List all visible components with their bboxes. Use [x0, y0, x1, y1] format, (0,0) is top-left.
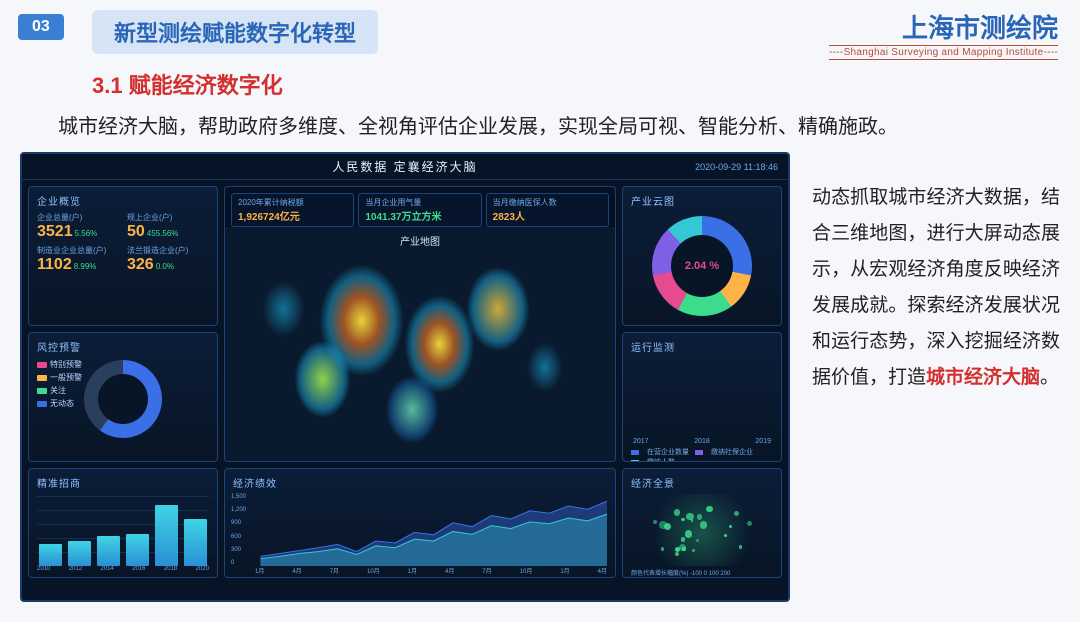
dashboard-grid: 企业概览 企业总量(户) 35215.56% 规上企业(户) 50455.56%… [22, 180, 788, 600]
bubble [724, 534, 727, 537]
bubble [734, 511, 739, 516]
bubble-chart [631, 494, 773, 566]
area-chart: 1,5001,2009006003000 [233, 494, 607, 566]
bubble [664, 523, 672, 531]
bubble [674, 509, 680, 515]
dashboard: 人民数据 定襄经济大脑 2020-09-29 11:18:46 企业概览 企业总… [20, 152, 790, 602]
panel-invest: 精准招商 201020122014201620182020 [28, 468, 218, 578]
slide-number: 03 [18, 14, 64, 40]
section-heading: 3.1 赋能经济数字化 [92, 68, 283, 100]
pano-footer: 颜色代表增长幅度(%) -100 0 100 200 [631, 568, 773, 577]
panel-map: 2020年累计纳税额1,926724亿元 当月企业用气量1041.37万立方米 … [224, 186, 616, 462]
panel-risk: 风控预警 特别预警一般预警关注无动态 1家 [28, 332, 218, 462]
side-tail: 。 [1040, 367, 1059, 388]
bubble [681, 537, 686, 542]
metric-box: 2020年累计纳税额1,926724亿元 [231, 193, 354, 227]
bubble [700, 521, 707, 528]
bar [97, 536, 120, 566]
bubble [747, 521, 752, 526]
metric-box: 当月缴纳医保人数2823人 [486, 193, 609, 227]
content-row: 人民数据 定襄经济大脑 2020-09-29 11:18:46 企业概览 企业总… [20, 152, 1060, 602]
panel-run: 运行监测 201720182019 在营企业数量缴纳社保企业缴纳人数 [622, 332, 782, 462]
dashboard-header: 人民数据 定襄经济大脑 2020-09-29 11:18:46 [22, 154, 788, 180]
overview-item: 规上企业(户) 50455.56% [127, 212, 209, 241]
bubble [692, 549, 695, 552]
bubble [686, 513, 693, 520]
dashboard-title: 人民数据 定襄经济大脑 [332, 158, 477, 175]
bubble [697, 514, 703, 520]
map-title: 产业地图 [400, 233, 440, 248]
combo-chart [37, 494, 209, 566]
bar [39, 544, 62, 566]
side-text: 动态抓取城市经济大数据，结合三维地图，进行大屏动态展示，从宏观经济角度反映经济发… [812, 152, 1060, 602]
donut-chart: 2.04 % [652, 216, 752, 316]
bubble [681, 518, 684, 521]
bubble [685, 530, 692, 537]
metric-box: 当月企业用气量1041.37万立方米 [358, 193, 481, 227]
side-highlight: 城市经济大脑 [926, 367, 1040, 388]
bubble [739, 545, 742, 548]
panel-perf: 经济绩效 1,5001,2009006003000 1月4月7月10月1月4月7… [224, 468, 616, 578]
panel-title: 经济绩效 [233, 475, 607, 490]
bar [68, 541, 91, 566]
panel-pano: 经济全景 颜色代表增长幅度(%) -100 0 100 200 [622, 468, 782, 578]
dashboard-timestamp: 2020-09-29 11:18:46 [695, 162, 778, 172]
side-body: 动态抓取城市经济大数据，结合三维地图，进行大屏动态展示，从宏观经济角度反映经济发… [812, 187, 1060, 388]
panel-title: 经济全景 [631, 475, 773, 490]
org-block: 上海市测绘院 ----Shanghai Surveying and Mappin… [829, 8, 1058, 60]
panel-title: 运行监测 [631, 339, 773, 354]
bubble [661, 547, 665, 551]
bar [155, 505, 178, 566]
ring-center: 1家 [84, 360, 162, 438]
bar [184, 519, 207, 566]
panel-title: 风控预警 [37, 339, 209, 354]
panel-title: 企业概览 [37, 193, 209, 208]
bubble [653, 520, 657, 524]
ring-chart: 1家 [84, 360, 162, 438]
org-name-en: ----Shanghai Surveying and Mapping Insti… [829, 45, 1058, 60]
overview-item: 企业总量(户) 35215.56% [37, 212, 119, 241]
bubble [696, 539, 699, 542]
overview-item: 制造业企业总量(户) 11028.99% [37, 245, 119, 274]
section-description: 城市经济大脑，帮助政府多维度、全视角评估企业发展，实现全局可视、智能分析、精确施… [58, 110, 1040, 139]
panel-overview: 企业概览 企业总量(户) 35215.56% 规上企业(户) 50455.56%… [28, 186, 218, 326]
bubble [729, 525, 732, 528]
overview-item: 法兰锻造企业(户) 3260.0% [127, 245, 209, 274]
panel-cloud: 产业云图 2.04 % [622, 186, 782, 326]
bubble [682, 547, 687, 552]
slide-title: 新型测绘赋能数字化转型 [92, 10, 378, 54]
bubble [675, 552, 679, 556]
bubble [706, 506, 713, 513]
heatmap-surface [225, 227, 615, 461]
bar [126, 534, 149, 566]
org-name-cn: 上海市测绘院 [829, 8, 1058, 45]
panel-title: 精准招商 [37, 475, 209, 490]
panel-title: 产业云图 [631, 193, 773, 208]
donut-center: 2.04 % [685, 260, 719, 272]
